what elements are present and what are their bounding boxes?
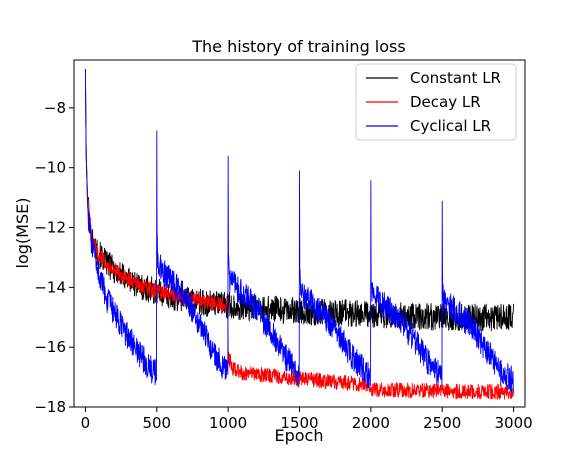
legend-box: [355, 63, 517, 141]
y-tick-label: −16: [34, 338, 66, 356]
y-tick-label: −10: [34, 159, 66, 177]
y-tick-label: −14: [34, 278, 66, 296]
series-layer: [84, 68, 515, 400]
x-tick-label: 2500: [423, 414, 461, 432]
chart-title: The history of training loss: [191, 37, 405, 56]
y-tick-label: −12: [34, 219, 66, 237]
legend-label-decay: Decay LR: [410, 93, 481, 111]
y-axis: −18 −16 −14 −12 −10 −8: [34, 99, 74, 416]
legend: Constant LR Decay LR Cyclical LR: [355, 63, 517, 141]
y-tick-label: −18: [34, 398, 66, 416]
series-cyclical-lr: [84, 68, 515, 393]
x-tick-label: 3000: [494, 414, 532, 432]
x-axis-label: Epoch: [275, 426, 324, 445]
x-tick-label: 1500: [280, 414, 318, 432]
y-tick-label: −8: [44, 99, 66, 117]
x-tick-label: 500: [142, 414, 171, 432]
x-tick-label: 0: [81, 414, 91, 432]
x-tick-label: 2000: [352, 414, 390, 432]
legend-label-cyclical: Cyclical LR: [410, 117, 491, 135]
y-axis-label: log(MSE): [13, 198, 32, 269]
legend-label-constant: Constant LR: [410, 69, 501, 87]
x-axis: 0 500 1000 1500 2000 2500 3000: [81, 407, 533, 432]
x-tick-label: 1000: [209, 414, 247, 432]
